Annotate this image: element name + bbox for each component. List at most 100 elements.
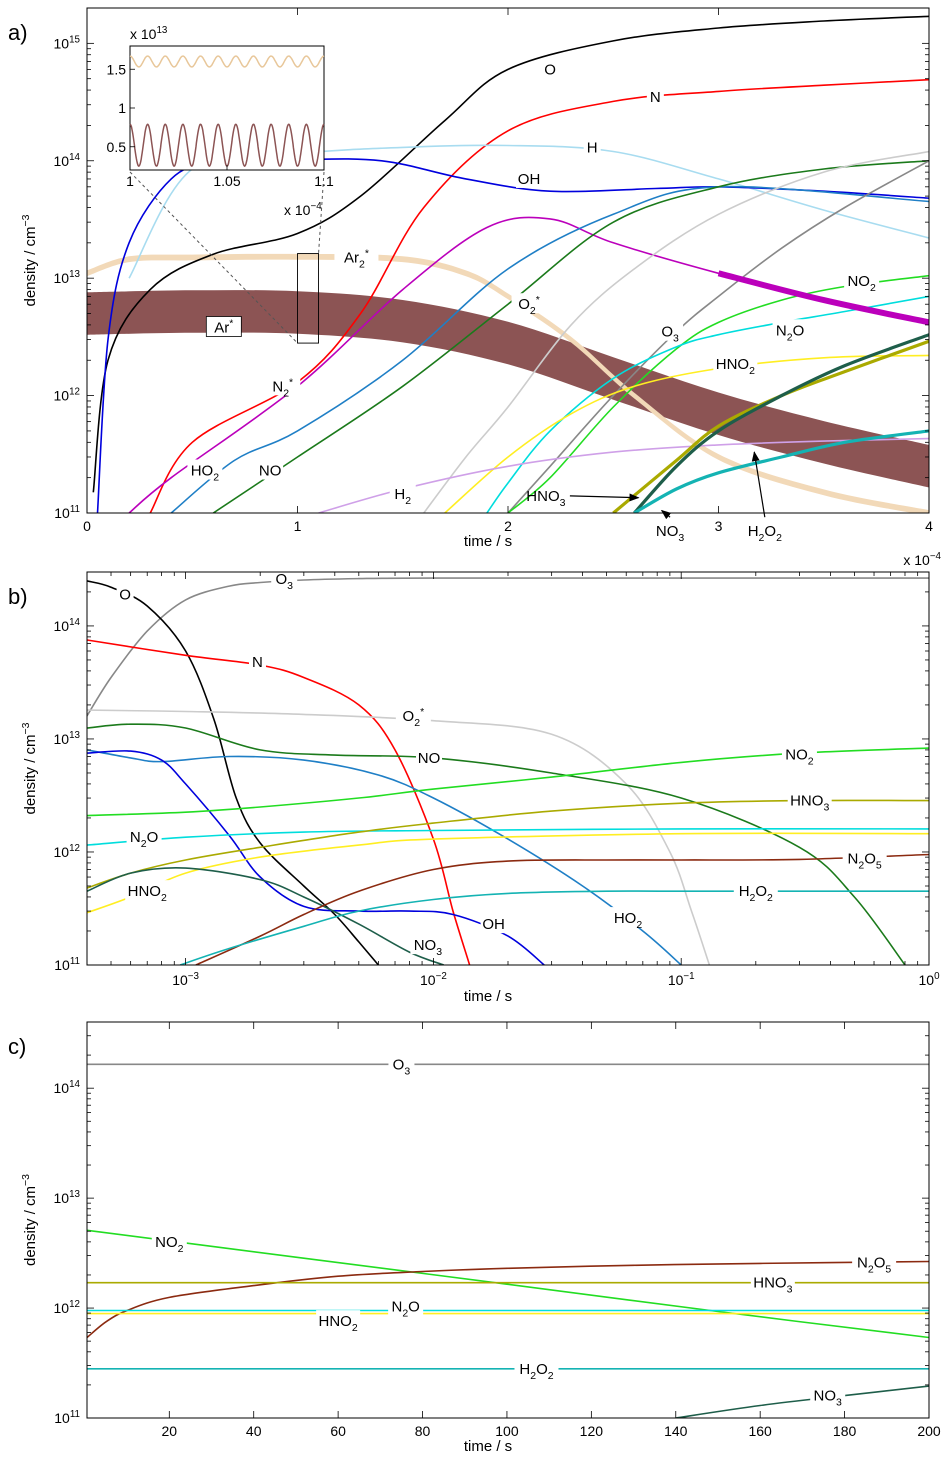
series-n-a bbox=[149, 78, 929, 513]
label-oh-b-bg bbox=[480, 913, 507, 934]
label-ho2-b-bg bbox=[610, 907, 646, 928]
series-ho2-a bbox=[170, 185, 929, 513]
label-hno2-c-bg bbox=[316, 1310, 361, 1331]
label-n2o-b-bg bbox=[126, 826, 162, 847]
xtick-label-c: 140 bbox=[664, 1423, 688, 1439]
series-h2o2-thick-a bbox=[633, 429, 929, 513]
label-o-a: O bbox=[544, 61, 556, 78]
label-o2-star-a: O2* bbox=[518, 294, 540, 317]
series-group-a bbox=[87, 15, 929, 513]
series-group-b bbox=[87, 577, 929, 965]
label-no2-c: NO2 bbox=[155, 1234, 184, 1255]
inset-ytick-label: 0.5 bbox=[107, 139, 127, 155]
series-no-a bbox=[212, 160, 929, 513]
inset-xtick-label: 1.05 bbox=[213, 173, 240, 189]
label-hno3-a-arrow bbox=[569, 493, 640, 502]
label-n2o-a-bg bbox=[772, 319, 808, 340]
label-oh-a-bg bbox=[516, 167, 543, 188]
series-n2-star-band-a bbox=[717, 270, 929, 326]
label-hno3-c: HNO3 bbox=[753, 1275, 792, 1296]
plot-frame-c bbox=[86, 1021, 930, 1419]
label-ar2-star-a: Ar2* bbox=[344, 247, 369, 270]
label-no3-a: NO3 bbox=[656, 523, 685, 544]
label-ho2-b: HO2 bbox=[614, 910, 643, 931]
xtick-label-c: 120 bbox=[580, 1423, 604, 1439]
x-axis-label-c: time / s bbox=[464, 1438, 512, 1455]
xtick-label-a: 3 bbox=[715, 518, 723, 534]
xtick-label-c: 20 bbox=[162, 1423, 178, 1439]
ytick-label-b: 1011 bbox=[54, 956, 80, 973]
xtick-label-a: 0 bbox=[83, 518, 91, 534]
inset-ytick-label: 1.5 bbox=[107, 61, 127, 77]
label-n2o-a: N2O bbox=[776, 322, 804, 343]
series-n-b bbox=[87, 639, 471, 965]
label-hno2-a: HNO2 bbox=[716, 356, 755, 377]
label-no-a-bg bbox=[257, 459, 284, 480]
inset: 1 1.05 1.1 0.5 1 1.5 x 1013 x 10−4 bbox=[107, 25, 334, 218]
label-ar-star-a: Ar* bbox=[214, 318, 233, 337]
label-no3-b-bg bbox=[410, 934, 446, 955]
ytick-label-a: 1013 bbox=[54, 269, 81, 286]
series-hno3-b bbox=[87, 799, 929, 889]
panel-c: c) O3 NO2 N2O5 HNO3 N2O HNO2 H2O2 NO3 1011 1012 101… bbox=[8, 1021, 941, 1455]
label-h2-a-bg bbox=[389, 483, 416, 504]
label-o3-a-bg bbox=[657, 320, 684, 341]
label-n2o5-c: N2O5 bbox=[857, 1254, 891, 1275]
label-n-b-bg bbox=[248, 650, 266, 671]
label-n2-star-a-bg bbox=[265, 375, 301, 396]
label-oh-a: OH bbox=[518, 171, 541, 188]
label-no2-b-bg bbox=[781, 743, 817, 764]
xtick-label-c: 80 bbox=[415, 1423, 431, 1439]
ytick-label-c: 1013 bbox=[54, 1189, 81, 1206]
label-no2-c-bg bbox=[151, 1230, 187, 1251]
series-o3-b bbox=[87, 577, 929, 717]
series-no-b bbox=[87, 723, 906, 965]
x-exponent-a: x 10−4 bbox=[903, 551, 941, 568]
inset-y-exponent: x 1013 bbox=[130, 25, 168, 42]
xtick-label-c: 200 bbox=[917, 1423, 941, 1439]
label-h-a-bg bbox=[583, 136, 601, 157]
label-h2-a: H2 bbox=[394, 486, 411, 507]
series-no3-c bbox=[675, 1385, 929, 1418]
series-no2-b bbox=[87, 747, 929, 817]
ytick-label-a: 1015 bbox=[54, 34, 81, 51]
ytick-label-a: 1014 bbox=[54, 152, 81, 169]
label-o3-c: O3 bbox=[393, 1056, 411, 1077]
label-o-b-bg bbox=[116, 583, 134, 604]
label-ho2-a-bg bbox=[187, 459, 223, 480]
label-hno2-c: HNO2 bbox=[319, 1313, 358, 1334]
xtick-label-c: 100 bbox=[495, 1423, 519, 1439]
label-hno3-b-bg bbox=[787, 789, 832, 810]
label-no-b: NO bbox=[418, 750, 441, 767]
panel-b: b) O3 O N O2* NO NO2 HNO3 N2O N2O5 HNO2 H2O2 NO3 OH HO… bbox=[8, 568, 940, 1005]
xtick-label-b: 10−2 bbox=[420, 971, 447, 988]
label-n-a-bg bbox=[646, 85, 664, 106]
xtick-label-b: 100 bbox=[918, 971, 940, 988]
label-o3-c-bg bbox=[388, 1053, 415, 1074]
inset-xtick-label: 1.1 bbox=[314, 173, 334, 189]
ytick-label-b: 1014 bbox=[54, 617, 81, 634]
xtick-label-c: 60 bbox=[330, 1423, 346, 1439]
label-hno2-b-bg bbox=[125, 880, 170, 901]
series-o2-star-b bbox=[87, 709, 711, 965]
series-group-c bbox=[87, 1063, 929, 1418]
label-ar2-star-a-bg bbox=[334, 246, 379, 267]
label-o3-b-bg bbox=[271, 568, 298, 589]
label-o2-star-b: O2* bbox=[403, 706, 425, 729]
label-h2o2-c: H2O2 bbox=[519, 1361, 553, 1382]
series-ho2-b bbox=[87, 749, 682, 965]
label-hno2-a-bg bbox=[713, 353, 758, 374]
panel-label-a: a) bbox=[8, 20, 28, 45]
ytick-label-b: 1013 bbox=[54, 730, 81, 747]
label-n2o-c: N2O bbox=[391, 1299, 419, 1320]
label-o3-b: O3 bbox=[275, 571, 293, 592]
label-ho2-a: HO2 bbox=[191, 463, 220, 484]
series-h2o2-b bbox=[179, 890, 929, 965]
label-o-a-bg bbox=[541, 58, 559, 79]
inset-series-ar2-star bbox=[129, 55, 325, 68]
label-h2o2-b: H2O2 bbox=[739, 883, 773, 904]
label-n2o-b: N2O bbox=[130, 829, 158, 850]
x-axis-label-a: time / s bbox=[464, 533, 512, 550]
y-axis-label-group-a: density / cm−3 bbox=[20, 214, 39, 306]
ytick-label-a: 1011 bbox=[54, 504, 80, 521]
